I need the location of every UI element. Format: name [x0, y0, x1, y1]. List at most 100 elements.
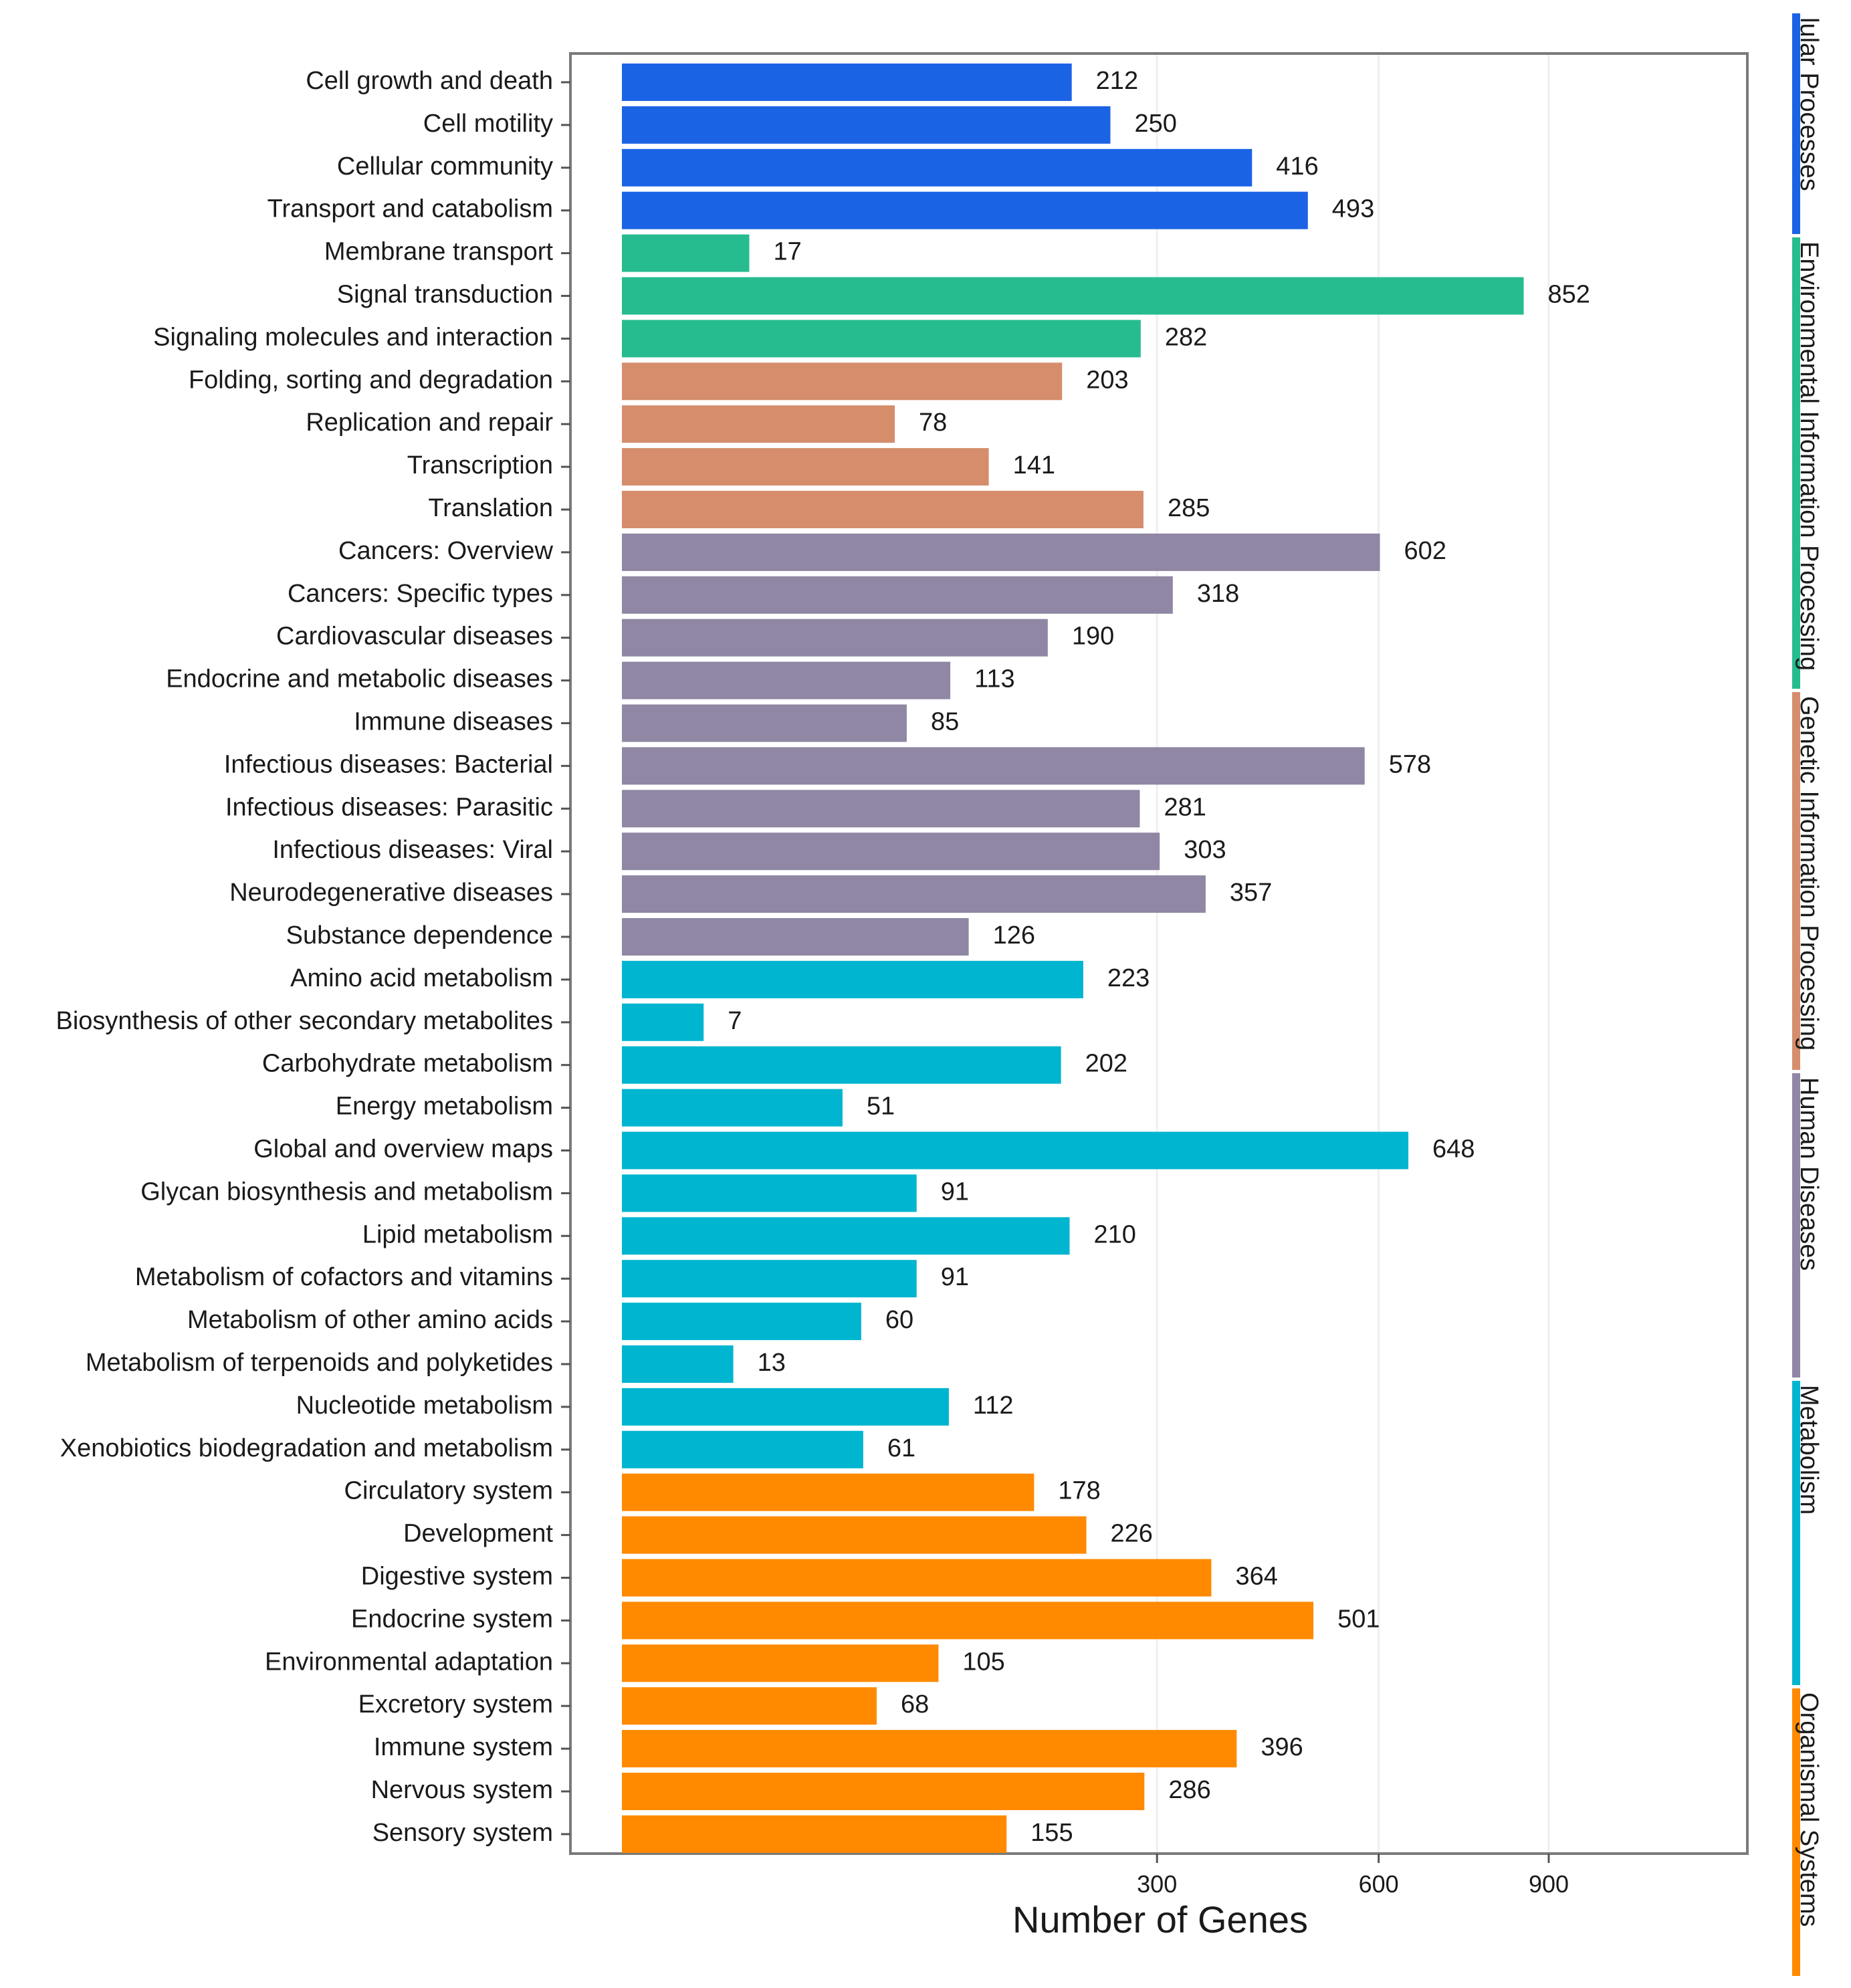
category-label-amino-acid-metabolism: Amino acid metabolism	[290, 964, 553, 992]
value-label-cellular-community: 416	[1276, 152, 1318, 181]
value-label-metabolism-of-other-amino-acids: 60	[885, 1306, 913, 1334]
bar-cell-motility	[622, 106, 1111, 144]
bar-metabolism-of-other-amino-acids	[622, 1303, 861, 1341]
bar-neurodegenerative-diseases	[622, 875, 1206, 913]
bar-translation	[622, 491, 1144, 528]
bar-replication-and-repair	[622, 405, 895, 443]
value-label-amino-acid-metabolism: 223	[1107, 964, 1150, 992]
bar-excretory-system	[622, 1687, 877, 1725]
bar-xenobiotics-biodegradation-and-metabolism	[622, 1430, 863, 1468]
value-label-metabolism-of-cofactors-and-vitamins: 91	[941, 1263, 969, 1291]
value-label-biosynthesis-of-other-secondary-metabolites: 7	[728, 1007, 742, 1035]
bar-global-and-overview-maps	[622, 1131, 1409, 1170]
category-label-translation: Translation	[428, 494, 553, 522]
bar-digestive-system	[622, 1559, 1212, 1597]
value-label-transcription: 141	[1013, 451, 1055, 479]
category-label-glycan-biosynthesis-and-metabolism: Glycan biosynthesis and metabolism	[140, 1178, 553, 1206]
category-label-replication-and-repair: Replication and repair	[306, 409, 553, 437]
category-label-immune-diseases: Immune diseases	[354, 708, 553, 736]
category-label-endocrine-system: Endocrine system	[351, 1605, 553, 1633]
category-label-infectious-diseases-bacterial: Infectious diseases: Bacterial	[224, 750, 553, 778]
value-label-infectious-diseases-viral: 303	[1184, 836, 1226, 864]
group-label-environmental-information-processing: Environmental Information Processing	[1795, 241, 1823, 671]
value-label-cardiovascular-diseases: 190	[1072, 623, 1114, 651]
value-label-signaling-molecules-and-interaction: 282	[1165, 323, 1207, 351]
bar-energy-metabolism	[622, 1089, 843, 1127]
value-label-metabolism-of-terpenoids-and-polyketides: 13	[758, 1349, 786, 1377]
value-label-excretory-system: 68	[901, 1690, 929, 1719]
category-label-infectious-diseases-viral: Infectious diseases: Viral	[272, 836, 553, 864]
bar-infectious-diseases-parasitic	[622, 790, 1140, 828]
bar-cell-growth-and-death	[622, 64, 1072, 101]
category-label-cell-growth-and-death: Cell growth and death	[306, 67, 553, 95]
value-label-transport-and-catabolism: 493	[1332, 195, 1374, 223]
group-strip-genetic-information-processing	[1792, 692, 1800, 1070]
category-label-endocrine-and-metabolic-diseases: Endocrine and metabolic diseases	[166, 665, 553, 693]
bar-signaling-molecules-and-interaction	[622, 320, 1141, 358]
category-label-cancers-overview: Cancers: Overview	[338, 537, 554, 565]
group-label-human-diseases: Human Diseases	[1795, 1077, 1823, 1271]
bar-amino-acid-metabolism	[622, 960, 1083, 998]
category-label-lipid-metabolism: Lipid metabolism	[362, 1220, 553, 1248]
value-label-global-and-overview-maps: 648	[1432, 1135, 1475, 1164]
category-label-sensory-system: Sensory system	[372, 1819, 553, 1847]
bar-cardiovascular-diseases	[622, 619, 1048, 657]
bar-substance-dependence	[622, 918, 969, 956]
bar-endocrine-system	[622, 1602, 1314, 1640]
x-tick-label-300: 300	[1137, 1870, 1177, 1898]
category-label-membrane-transport: Membrane transport	[324, 238, 554, 266]
category-label-excretory-system: Excretory system	[358, 1690, 553, 1719]
bar-metabolism-of-cofactors-and-vitamins	[622, 1260, 917, 1298]
bar-cancers-specific-types	[622, 576, 1173, 614]
group-label-organismal-systems: Organismal Systems	[1795, 1692, 1823, 1927]
value-label-folding-sorting-and-degradation: 203	[1086, 366, 1128, 394]
group-strip-metabolism	[1792, 1381, 1800, 1685]
value-label-translation: 285	[1168, 494, 1210, 522]
bar-lipid-metabolism	[622, 1217, 1070, 1255]
value-label-sensory-system: 155	[1030, 1819, 1073, 1847]
bar-carbohydrate-metabolism	[622, 1046, 1061, 1084]
bar-infectious-diseases-viral	[622, 833, 1160, 871]
bar-glycan-biosynthesis-and-metabolism	[622, 1174, 917, 1212]
category-label-transport-and-catabolism: Transport and catabolism	[267, 195, 553, 223]
value-label-membrane-transport: 17	[773, 238, 801, 266]
group-label-genetic-information-processing: Genetic Information Processing	[1795, 696, 1823, 1051]
value-label-cell-growth-and-death: 212	[1096, 67, 1138, 95]
bar-cancers-overview	[622, 533, 1380, 571]
group-label-metabolism: Metabolism	[1795, 1385, 1823, 1515]
value-label-infectious-diseases-bacterial: 578	[1389, 750, 1431, 778]
category-label-substance-dependence: Substance dependence	[286, 921, 553, 950]
value-label-cancers-overview: 602	[1404, 537, 1446, 565]
category-label-environmental-adaptation: Environmental adaptation	[265, 1648, 553, 1676]
category-label-nucleotide-metabolism: Nucleotide metabolism	[296, 1392, 553, 1420]
value-label-cancers-specific-types: 318	[1197, 580, 1239, 608]
bar-transport-and-catabolism	[622, 191, 1308, 229]
bar-immune-diseases	[622, 704, 907, 742]
group-strip-organismal-systems	[1792, 1688, 1800, 1976]
group-strip-human-diseases	[1792, 1073, 1800, 1377]
category-label-carbohydrate-metabolism: Carbohydrate metabolism	[262, 1050, 553, 1078]
category-label-global-and-overview-maps: Global and overview maps	[253, 1135, 553, 1164]
value-label-immune-system: 396	[1261, 1733, 1303, 1761]
category-label-circulatory-system: Circulatory system	[344, 1477, 554, 1505]
category-label-cellular-community: Cellular community	[337, 152, 553, 181]
category-label-nervous-system: Nervous system	[371, 1776, 553, 1804]
x-tick-label-900: 900	[1529, 1870, 1569, 1898]
bar-signal-transduction	[622, 277, 1524, 315]
value-label-replication-and-repair: 78	[919, 409, 947, 437]
category-label-cell-motility: Cell motility	[423, 110, 553, 138]
group-strip-environmental-information-processing	[1792, 237, 1800, 689]
bar-development	[622, 1516, 1087, 1554]
value-label-endocrine-system: 501	[1337, 1605, 1380, 1633]
category-label-biosynthesis-of-other-secondary-metabolites: Biosynthesis of other secondary metaboli…	[56, 1007, 553, 1035]
bar-circulatory-system	[622, 1473, 1035, 1511]
value-label-lipid-metabolism: 210	[1094, 1220, 1136, 1248]
value-label-development: 226	[1111, 1520, 1153, 1548]
value-label-carbohydrate-metabolism: 202	[1085, 1050, 1127, 1078]
bar-sensory-system	[622, 1815, 1007, 1853]
bar-environmental-adaptation	[622, 1644, 939, 1682]
category-label-cancers-specific-types: Cancers: Specific types	[288, 580, 553, 608]
value-label-digestive-system: 364	[1235, 1563, 1277, 1591]
